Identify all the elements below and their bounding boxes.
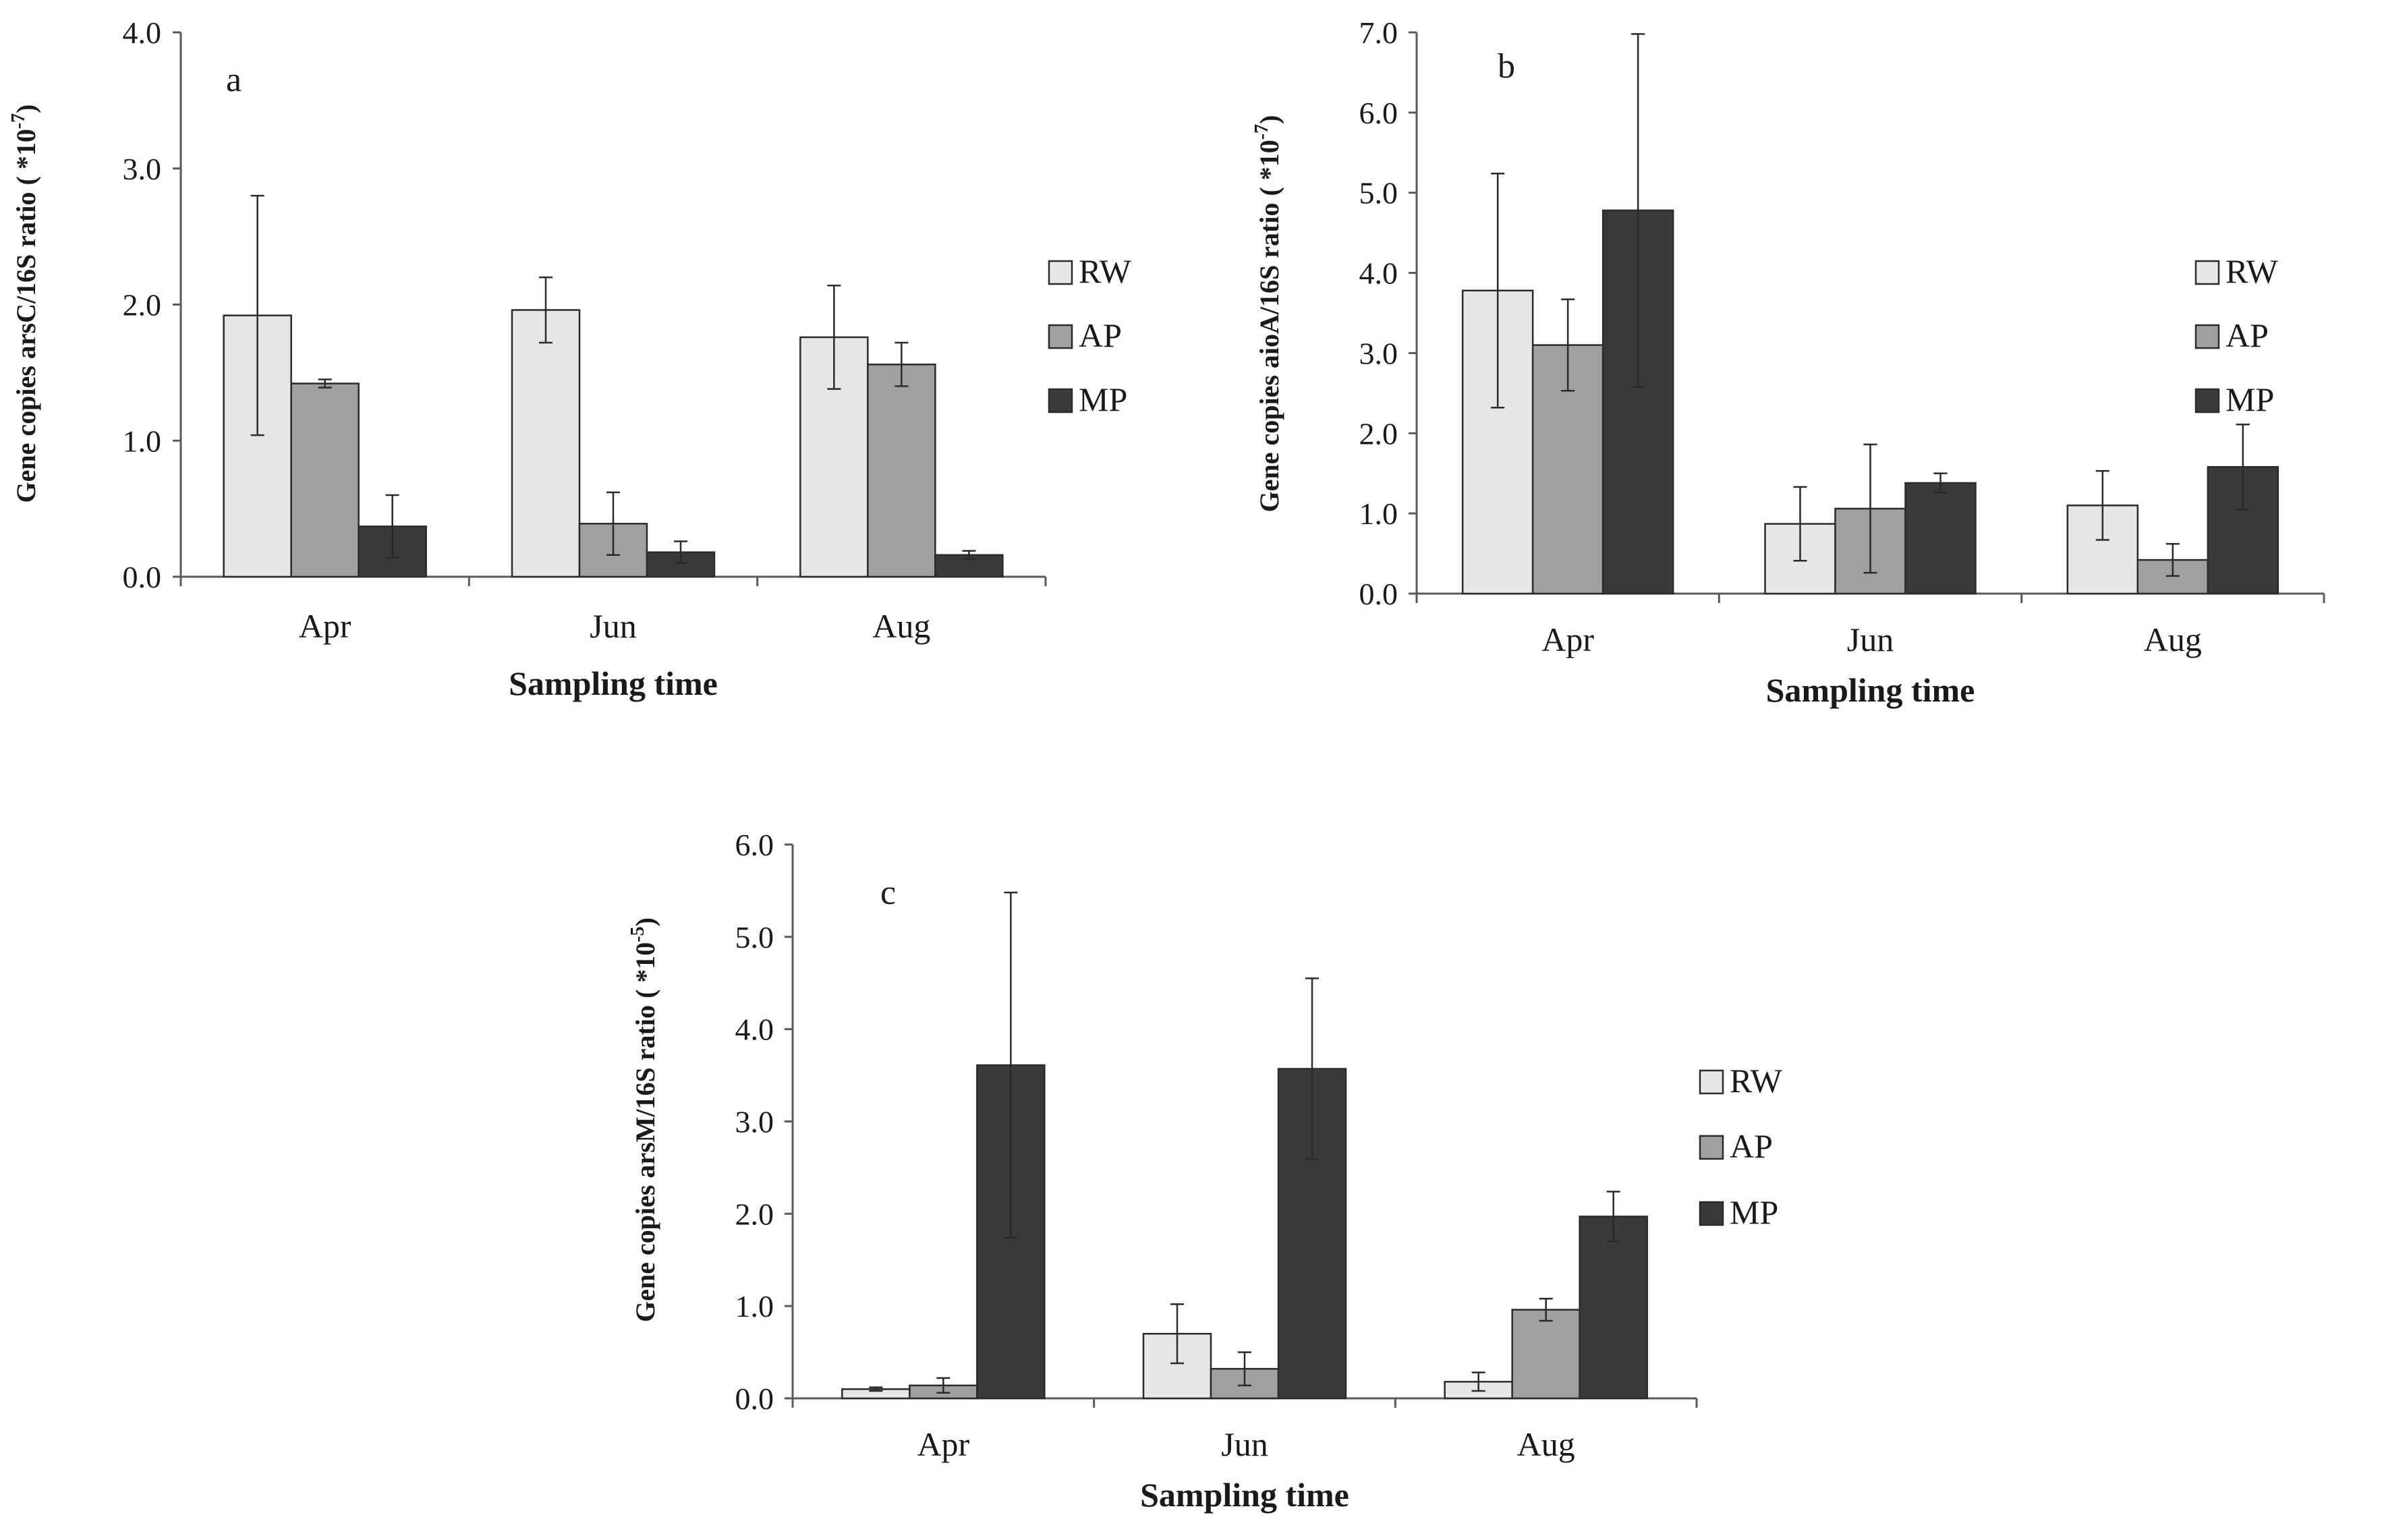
legend-swatch-mp [1048, 388, 1073, 413]
y-tick-label: 1.0 [1359, 496, 1398, 531]
panel-label: a [226, 61, 242, 99]
y-tick-label: 3.0 [735, 1105, 774, 1139]
legend-label-ap: AP [1079, 316, 1122, 354]
legend-swatch-mp [1699, 1201, 1724, 1226]
y-tick-label: 6.0 [735, 828, 774, 862]
x-category-label: Apr [299, 607, 351, 645]
bar-ap-aug [867, 364, 936, 578]
y-tick-label: 4.0 [123, 16, 162, 50]
y-tick-label: 2.0 [123, 288, 162, 322]
legend-swatch-rw [2194, 260, 2220, 285]
legend-label-rw: RW [2225, 252, 2279, 290]
legend-label-ap: AP [1730, 1127, 1773, 1165]
x-category-label: Jun [1221, 1425, 1268, 1463]
y-tick-label: 6.0 [1359, 96, 1398, 130]
bar-ap-aug [1511, 1309, 1581, 1400]
legend-swatch-ap [2194, 324, 2220, 349]
legend-label-mp: MP [2225, 380, 2274, 418]
bar-ap-apr [290, 382, 360, 578]
chart-panel-a: 0.0 1.0 2.0 3.0 4.0 Apr Jun Aug Sampling time Gen… [8, 16, 1132, 702]
y-tick-label: 3.0 [123, 152, 162, 186]
y-tick-label: 2.0 [735, 1197, 774, 1231]
legend-swatch-rw [1699, 1069, 1724, 1095]
legend-label-rw: RW [1079, 252, 1132, 290]
legend-label-mp: MP [1079, 380, 1127, 418]
chart-panel-c: 0.0 1.0 2.0 3.0 4.0 5.0 6.0 Apr Jun Aug Sampling t… [627, 828, 1783, 1514]
legend-swatch-ap [1699, 1135, 1724, 1160]
bar-rw-jun [511, 309, 581, 578]
y-tick-label: 5.0 [1359, 176, 1398, 210]
legend-swatch-mp [2194, 388, 2220, 413]
legend-label-ap: AP [2225, 316, 2269, 354]
y-tick-label: 7.0 [1359, 16, 1398, 50]
chart-panel-b: 0.0 1.0 2.0 3.0 4.0 5.0 6.0 7.0 Apr Jun Aug Samplin… [1251, 16, 2325, 709]
y-tick-label: 2.0 [1359, 416, 1398, 451]
x-category-label: Aug [1517, 1425, 1575, 1463]
y-tick-label: 0.0 [735, 1381, 774, 1416]
y-tick-label: 5.0 [735, 920, 774, 954]
y-tick-label: 0.0 [123, 560, 162, 594]
x-axis-title: Sampling time [1766, 671, 1975, 709]
x-category-label: Aug [2144, 621, 2202, 658]
y-axis-title: Gene copies aioA/16S ratio ( *10-7) [1251, 115, 1284, 513]
x-category-label: Aug [872, 607, 930, 645]
y-tick-label: 3.0 [1359, 336, 1398, 370]
y-tick-label: 0.0 [1359, 577, 1398, 611]
y-axis-title: Gene copies arsM/16S ratio ( *10-5) [627, 917, 660, 1322]
y-tick-label: 4.0 [735, 1013, 774, 1047]
x-category-label: Apr [917, 1425, 969, 1463]
bar-mp-jun [1904, 482, 1977, 595]
panel-label: c [880, 874, 896, 912]
y-tick-label: 4.0 [1359, 256, 1398, 291]
x-axis-title: Sampling time [509, 664, 718, 702]
bar-mp-aug [1579, 1216, 1648, 1400]
x-category-label: Jun [1847, 621, 1894, 658]
x-category-label: Jun [590, 607, 636, 645]
y-tick-label: 1.0 [735, 1289, 774, 1323]
y-tick-label: 1.0 [123, 424, 162, 458]
legend-label-mp: MP [1730, 1193, 1778, 1231]
y-axis-title: Gene copies arsC/16S ratio ( *10-7) [8, 104, 41, 503]
legend-label-rw: RW [1730, 1062, 1783, 1100]
x-category-label: Apr [1541, 621, 1594, 658]
legend-swatch-ap [1048, 324, 1073, 349]
legend-swatch-rw [1048, 260, 1073, 285]
x-axis-title: Sampling time [1140, 1476, 1349, 1514]
panel-label: b [1498, 47, 1515, 86]
